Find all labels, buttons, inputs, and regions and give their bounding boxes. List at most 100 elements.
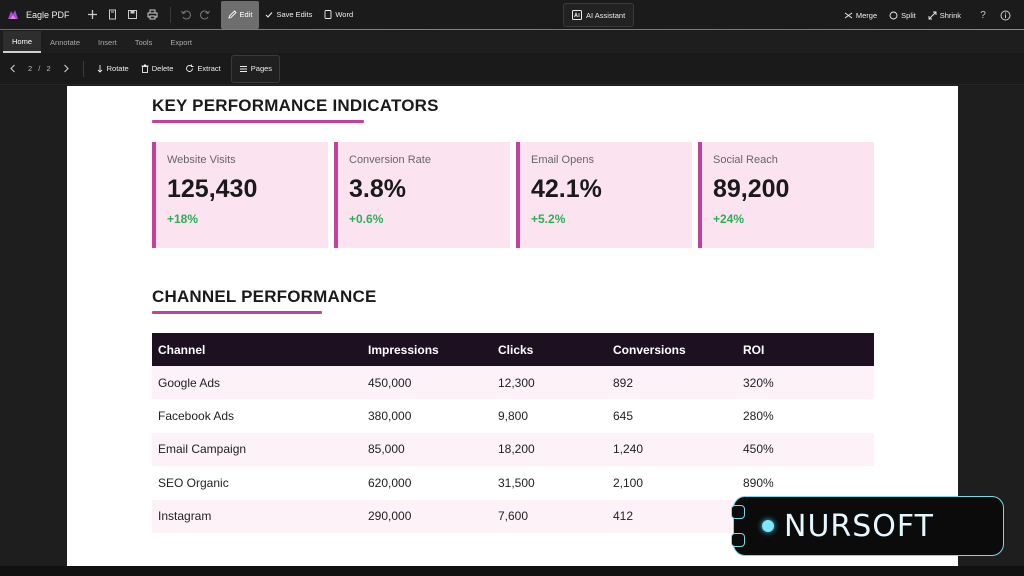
- home-toolbar: 2 / 2 Rotate Delete Extract Pages: [0, 53, 1024, 85]
- table-cell: 412: [607, 499, 737, 533]
- watermark-text: NURSOFT: [784, 508, 934, 544]
- merge-label: Merge: [855, 10, 878, 20]
- kpi-delta: +5.2%: [531, 212, 566, 226]
- table-cell: 620,000: [362, 466, 492, 500]
- split-button[interactable]: Split: [884, 4, 921, 26]
- pages-label: Pages: [250, 64, 273, 73]
- column-header: ROI: [737, 333, 874, 366]
- undo-icon[interactable]: [177, 6, 195, 24]
- kpi-value: 3.8%: [349, 175, 406, 203]
- kpi-value: 89,200: [713, 175, 790, 203]
- kpi-card-website-visits: Website Visits 125,430 +18%: [152, 142, 328, 248]
- table-cell: 9,800: [492, 399, 607, 433]
- shrink-button[interactable]: Shrink: [923, 4, 966, 26]
- title-bar: Eagle PDF Edit Save Edits W: [0, 0, 1024, 30]
- table-row: Email Campaign 85,000 18,200 1,240 450%: [152, 432, 874, 467]
- tab-insert[interactable]: Insert: [98, 37, 117, 47]
- chevron-right-icon: [64, 64, 69, 73]
- merge-button[interactable]: Merge: [839, 4, 882, 26]
- watermark-corner: [731, 505, 745, 519]
- kpi-delta: +24%: [713, 212, 745, 226]
- info-icon[interactable]: [996, 6, 1014, 24]
- redo-icon[interactable]: [197, 6, 215, 24]
- table-cell: 280%: [737, 399, 874, 433]
- table-cell: SEO Organic: [152, 466, 362, 500]
- document-canvas[interactable]: KEY PERFORMANCE INDICATORS Website Visit…: [0, 86, 1024, 576]
- ai-icon: [572, 10, 582, 20]
- toolbar-divider: [82, 60, 84, 77]
- tab-export[interactable]: Export: [170, 37, 193, 47]
- tab-home[interactable]: Home: [3, 31, 42, 53]
- table-cell: 380,000: [362, 399, 492, 433]
- ai-assistant-button[interactable]: AI Assistant: [563, 3, 635, 27]
- print-icon[interactable]: [144, 6, 162, 24]
- tab-annotate[interactable]: Annotate: [50, 37, 81, 47]
- kpi-delta: +0.6%: [349, 212, 384, 226]
- eagle-logo-icon: [8, 9, 18, 19]
- shrink-icon: [928, 11, 937, 19]
- app-name: Eagle PDF: [26, 9, 70, 20]
- status-strip: [0, 566, 1024, 576]
- rotate-button[interactable]: Rotate: [90, 58, 135, 80]
- kpi-cards: Website Visits 125,430 +18% Conversion R…: [152, 142, 874, 248]
- total-pages: 2: [46, 64, 51, 73]
- trash-icon: [141, 64, 149, 73]
- save-edits-button[interactable]: Save Edits: [259, 4, 318, 26]
- column-header: Channel: [152, 333, 362, 366]
- table-cell: 18,200: [492, 432, 607, 467]
- kpi-card-email-opens: Email Opens 42.1% +5.2%: [516, 142, 692, 248]
- next-page-button[interactable]: [59, 59, 75, 79]
- table-cell: 320%: [737, 366, 874, 400]
- refresh-icon: [186, 64, 194, 72]
- page-separator: /: [38, 64, 41, 73]
- list-icon: [239, 65, 247, 72]
- table-cell: 290,000: [362, 499, 492, 533]
- pdf-page[interactable]: KEY PERFORMANCE INDICATORS Website Visit…: [67, 86, 958, 566]
- delete-button[interactable]: Delete: [135, 58, 180, 80]
- table-cell: Email Campaign: [152, 432, 362, 467]
- channel-performance-table: Channel Impressions Clicks Conversions R…: [152, 333, 874, 533]
- document-icon: [324, 10, 332, 19]
- kpi-value: 125,430: [167, 175, 258, 203]
- edit-label: Edit: [239, 10, 253, 19]
- kpi-card-conversion-rate: Conversion Rate 3.8% +0.6%: [334, 142, 510, 248]
- shrink-label: Shrink: [939, 10, 961, 20]
- page-indicator: 2 / 2: [28, 64, 51, 73]
- nursoft-watermark: NURSOFT: [731, 496, 1004, 556]
- pencil-icon: [227, 10, 237, 19]
- open-file-icon[interactable]: [104, 6, 122, 24]
- kpi-value: 42.1%: [531, 175, 602, 203]
- table-cell: Google Ads: [152, 366, 362, 400]
- chevron-left-icon: [9, 64, 15, 73]
- table-cell: 7,600: [492, 499, 607, 533]
- new-icon[interactable]: [84, 6, 102, 24]
- merge-icon: [844, 12, 853, 18]
- table-cell: 645: [607, 399, 737, 433]
- toolbar-divider: [169, 6, 171, 23]
- split-icon: [889, 11, 898, 19]
- table-cell: 450,000: [362, 366, 492, 400]
- kpi-label: Website Visits: [167, 154, 236, 166]
- edit-button[interactable]: Edit: [220, 0, 260, 29]
- prev-page-button[interactable]: [4, 59, 20, 79]
- ai-assistant-label: AI Assistant: [586, 10, 626, 20]
- tab-tools[interactable]: Tools: [134, 37, 153, 47]
- table-cell: 890%: [737, 466, 874, 500]
- help-icon[interactable]: ?: [980, 9, 986, 21]
- table-row: Facebook Ads 380,000 9,800 645 280%: [152, 399, 874, 433]
- word-label: Word: [335, 10, 354, 19]
- column-header: Conversions: [607, 333, 737, 366]
- table-row: SEO Organic 620,000 31,500 2,100 890%: [152, 466, 874, 500]
- save-icon[interactable]: [124, 6, 142, 24]
- table-cell: 12,300: [492, 366, 607, 400]
- check-icon: [266, 11, 273, 18]
- kpi-card-social-reach: Social Reach 89,200 +24%: [698, 142, 874, 248]
- table-cell: 2,100: [607, 466, 737, 500]
- word-export-button[interactable]: Word: [318, 4, 359, 26]
- delete-label: Delete: [151, 64, 174, 73]
- extract-button[interactable]: Extract: [179, 58, 226, 80]
- ribbon-tabs: Home Annotate Insert Tools Export: [0, 31, 1024, 53]
- pages-button[interactable]: Pages: [230, 54, 281, 83]
- kpi-label: Social Reach: [713, 154, 778, 166]
